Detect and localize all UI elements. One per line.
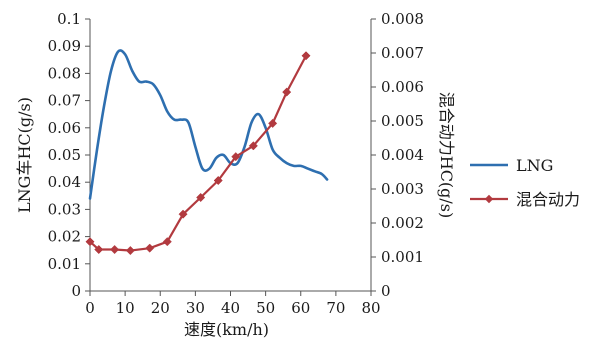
data-point-hybrid [301, 51, 311, 61]
right-y-tick-label: 0.007 [381, 44, 424, 62]
left-y-axis-label: LNG车HC(g/s) [15, 97, 34, 213]
right-y-axis-label: 混合动力HC(g/s) [437, 92, 456, 219]
left-y-tick-label: 0.02 [48, 228, 81, 246]
left-y-tick-label: 0.07 [48, 92, 81, 110]
left-y-tick-label: 0.1 [57, 10, 81, 28]
data-point-hybrid [196, 192, 206, 203]
right-y-axis-ticks: 0 0.001 0.002 0.003 0.004 0.005 0.006 0.007 0.00… [371, 10, 424, 300]
legend-item-lng: LNG [470, 156, 553, 175]
data-point-hybrid [85, 237, 95, 247]
left-y-tick-label: 0.08 [48, 64, 81, 82]
x-tick-label: 30 [186, 299, 205, 317]
data-point-hybrid [94, 244, 104, 255]
legend-marker-hybrid [484, 194, 494, 204]
x-tick-label: 10 [116, 299, 135, 317]
x-tick-label: 70 [326, 299, 345, 317]
x-axis-label: 速度(km/h) [184, 320, 269, 339]
legend: LNG 混合动力 [470, 156, 580, 209]
series-layer [85, 49, 329, 256]
right-y-tick-label: 0.001 [381, 248, 424, 266]
legend-label-hybrid: 混合动力 [516, 190, 580, 209]
x-tick-label: 80 [361, 299, 380, 317]
right-y-tick-label: 0 [381, 282, 391, 300]
x-tick-label: 20 [151, 299, 170, 317]
right-y-tick-label: 0.004 [381, 146, 424, 164]
left-y-tick-label: 0.05 [48, 146, 81, 164]
left-y-tick-label: 0 [71, 282, 81, 300]
data-point-hybrid [248, 141, 258, 151]
data-point-hybrid [282, 87, 292, 97]
data-point-hybrid [110, 244, 120, 255]
x-tick-label: 60 [291, 299, 310, 317]
left-y-tick-label: 0.06 [48, 119, 81, 137]
x-axis-ticks: 0 10 20 30 40 50 60 70 80 [85, 291, 381, 317]
x-tick-label: 0 [85, 299, 95, 317]
data-point-hybrid [145, 243, 155, 253]
data-point-hybrid [213, 175, 223, 186]
left-y-tick-label: 0.03 [48, 200, 81, 218]
data-point-hybrid [125, 245, 135, 256]
right-y-tick-label: 0.006 [381, 78, 424, 96]
x-tick-label: 40 [221, 299, 240, 317]
right-y-tick-label: 0.002 [381, 214, 424, 232]
data-point-hybrid [162, 237, 172, 247]
series-hybrid [85, 51, 311, 256]
series-line-lng [88, 49, 329, 200]
legend-item-hybrid: 混合动力 [470, 190, 580, 209]
left-y-axis-ticks: 0 0.01 0.02 0.03 0.04 0.05 0.06 0.07 0.08 0.09 0.1 [48, 10, 90, 300]
right-y-tick-label: 0.008 [381, 10, 424, 28]
data-point-hybrid [178, 209, 188, 219]
right-y-tick-label: 0.003 [381, 180, 424, 198]
data-point-hybrid [268, 118, 278, 128]
left-y-tick-label: 0.04 [48, 173, 81, 191]
x-tick-label: 50 [256, 299, 275, 317]
left-y-tick-label: 0.01 [48, 255, 81, 273]
series-lng [88, 49, 329, 200]
right-y-tick-label: 0.005 [381, 112, 424, 130]
data-point-hybrid [231, 152, 241, 162]
legend-label-lng: LNG [516, 156, 553, 175]
left-y-tick-label: 0.09 [48, 37, 81, 55]
